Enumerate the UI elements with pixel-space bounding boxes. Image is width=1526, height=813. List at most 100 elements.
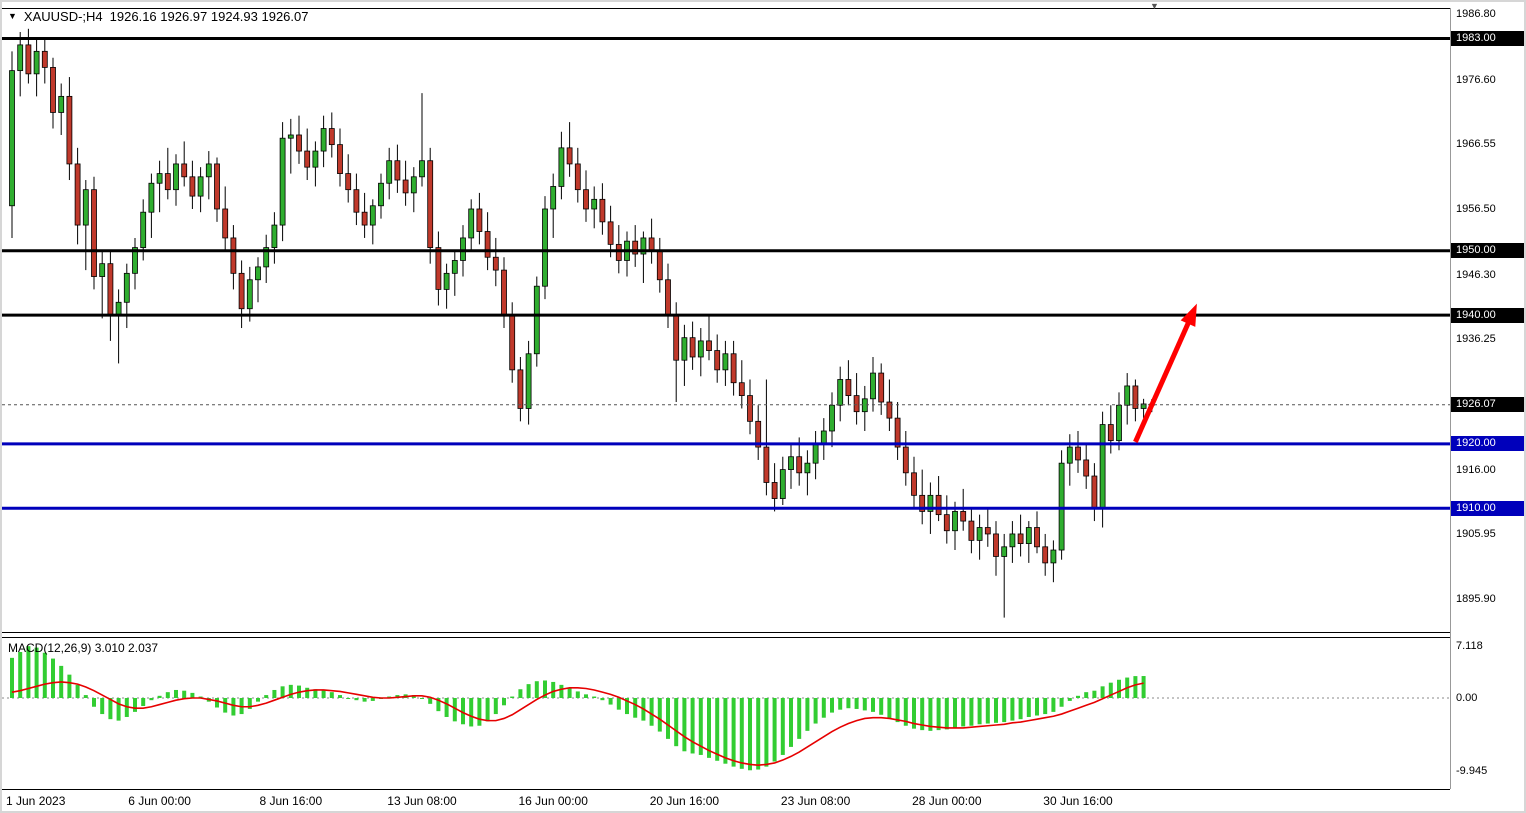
bullish-candle-body <box>468 208 475 239</box>
macd-histogram-bar <box>75 684 80 698</box>
macd-histogram-bar <box>739 698 744 769</box>
candles-layer <box>9 28 1155 618</box>
macd-histogram-bar <box>756 698 761 770</box>
bullish-candle-body <box>271 224 278 248</box>
time-axis-label: 23 Jun 08:00 <box>780 794 851 808</box>
macd-histogram-bar <box>1026 698 1031 717</box>
bearish-candle-body <box>960 511 967 522</box>
macd-histogram-bar <box>1133 676 1138 698</box>
macd-histogram-bar <box>772 698 777 762</box>
bearish-candle-body <box>1017 533 1024 545</box>
bearish-candle-body <box>886 401 893 419</box>
bearish-candle-body <box>1132 385 1139 409</box>
bullish-candle-body <box>443 272 450 290</box>
macd-histogram-bar <box>51 658 55 698</box>
bullish-candle-body <box>410 176 417 194</box>
bearish-candle-body <box>361 211 368 226</box>
bullish-candle-body <box>1025 527 1032 545</box>
trend-arrow-head[interactable] <box>1180 303 1197 327</box>
bullish-candle-body <box>115 301 122 316</box>
bearish-candle-body <box>230 237 237 274</box>
macd-histogram-bar <box>969 698 974 726</box>
bearish-candle-body <box>845 379 852 396</box>
macd-tick-label: 0.00 <box>1456 692 1478 704</box>
price-line-badge: 1920.00 <box>1451 436 1524 452</box>
bearish-candle-body <box>41 50 48 68</box>
bullish-candle-body <box>419 160 425 178</box>
trend-arrow-shaft[interactable] <box>1133 319 1192 443</box>
macd-histogram-bar <box>264 695 269 698</box>
bearish-candle-body <box>755 420 762 448</box>
bullish-candle-body <box>640 237 647 255</box>
macd-histogram-bar <box>1059 698 1064 707</box>
bullish-candle-body <box>205 163 212 178</box>
bearish-candle-body <box>796 456 803 474</box>
macd-histogram-bar <box>707 698 711 758</box>
macd-histogram-bar <box>657 698 662 732</box>
bearish-candle-body <box>1075 446 1081 461</box>
bearish-candle-body <box>566 147 573 165</box>
bearish-candle-body <box>509 314 516 371</box>
symbol-dropdown-icon[interactable]: ▼ <box>8 11 17 21</box>
macd-histogram-bar <box>903 698 908 726</box>
bullish-candle-body <box>525 353 532 409</box>
bearish-candle-body <box>943 514 950 532</box>
bullish-candle-body <box>255 266 261 281</box>
bullish-candle-body <box>722 353 729 371</box>
bullish-candle-body <box>952 511 958 532</box>
bearish-candle-body <box>476 208 483 232</box>
macd-histogram-bar <box>42 652 47 698</box>
macd-histogram-bar <box>502 698 506 706</box>
bearish-candle-body <box>738 382 745 396</box>
bearish-candle-body <box>878 372 885 403</box>
bearish-candle-body <box>632 240 639 255</box>
macd-histogram-bar <box>723 698 728 764</box>
bearish-candle-body <box>492 256 499 271</box>
macd-histogram-bar <box>190 692 195 698</box>
macd-histogram-bar <box>1092 690 1097 698</box>
macd-histogram-bar <box>953 698 957 728</box>
macd-histogram-bar <box>780 698 785 755</box>
price-tick-label: 1936.25 <box>1456 333 1496 346</box>
macd-histogram-bar <box>649 698 654 726</box>
horizontal-lines-layer <box>2 36 1450 510</box>
macd-histogram-bar <box>633 698 638 718</box>
price-line-badge: 1910.00 <box>1451 500 1524 516</box>
trend-arrow[interactable] <box>1133 303 1197 443</box>
macd-histogram-bar <box>346 698 351 699</box>
macd-histogram-bar <box>493 698 498 715</box>
bullish-candle-body <box>1050 549 1057 564</box>
macd-histogram-bar <box>526 684 531 698</box>
bearish-candle-body <box>50 67 56 113</box>
bullish-candle-body <box>542 208 548 287</box>
macd-histogram-bar <box>305 687 310 698</box>
macd-histogram-bar <box>280 686 285 698</box>
bullish-candle-body <box>33 50 40 75</box>
chart-title-symbol-period: XAUUSD-;H4 <box>23 9 103 24</box>
macd-histogram-bar <box>698 698 703 755</box>
macd-histogram-bar <box>977 698 982 725</box>
macd-histogram-bar <box>1051 698 1056 712</box>
macd-histogram-bar <box>682 698 687 752</box>
bearish-candle-body <box>328 128 335 146</box>
bullish-candle-body <box>1116 404 1122 442</box>
macd-histogram <box>10 646 1146 771</box>
macd-histogram-bar <box>141 698 146 707</box>
macd-histogram-bar <box>133 698 137 712</box>
macd-histogram-bar <box>543 680 547 698</box>
macd-histogram-bar <box>1067 698 1072 701</box>
bullish-candle-body <box>591 198 598 210</box>
bearish-candle-body <box>648 237 655 252</box>
chart-title: ▼ XAUUSD-;H4 1926.16 1926.97 1924.93 192… <box>8 9 308 24</box>
bullish-candle-body <box>820 430 827 445</box>
bearish-candle-body <box>402 179 409 194</box>
macd-histogram-bar <box>879 698 884 715</box>
chart-shift-marker-icon[interactable]: ▼ <box>1150 1 1159 11</box>
macd-histogram-bar <box>272 689 277 698</box>
bullish-candle-body <box>779 469 786 499</box>
bullish-candle-body <box>287 134 294 139</box>
macd-histogram-bar <box>67 674 72 698</box>
macd-histogram-bar <box>674 698 679 747</box>
bearish-candle-body <box>656 250 663 281</box>
